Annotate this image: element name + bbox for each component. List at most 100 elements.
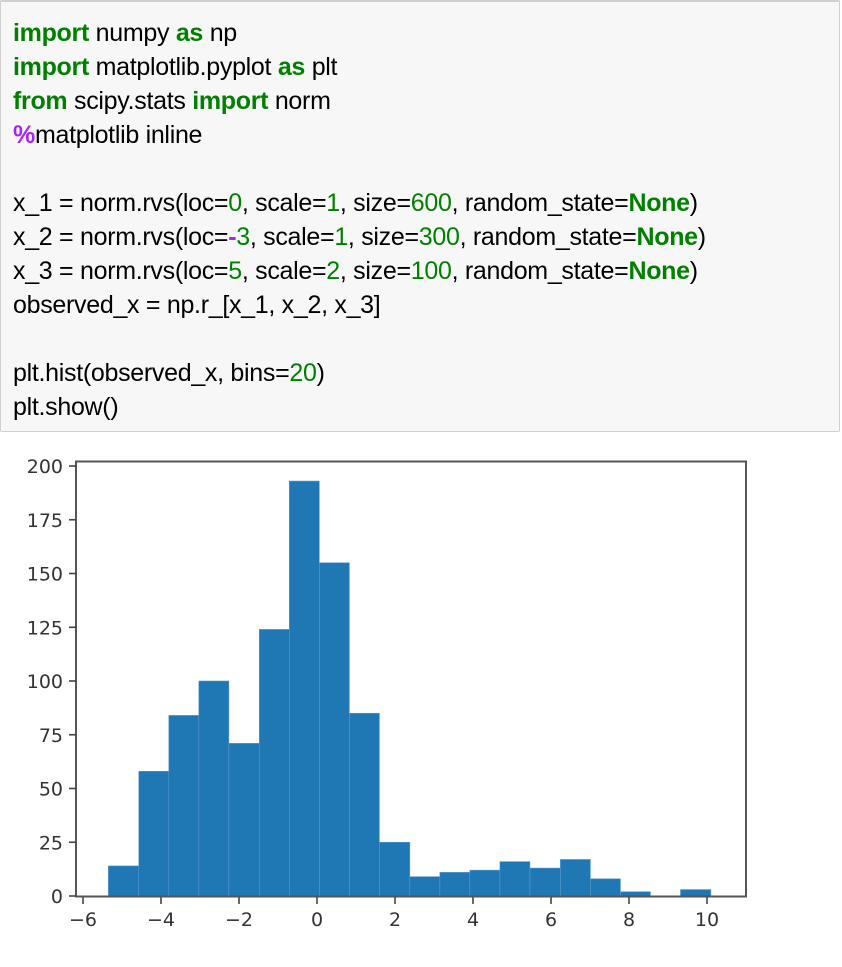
y-tick-label: 100 <box>27 671 63 693</box>
code-token: plt.hist(observed_x, bins= <box>13 359 290 387</box>
code-token: ) <box>316 359 325 387</box>
code-token: , random_state= <box>459 223 637 251</box>
histogram-bar <box>258 629 290 897</box>
code-token: plt.show() <box>13 393 119 421</box>
histogram-bar <box>228 743 260 897</box>
code-token-kw: None <box>628 189 690 217</box>
code-token: , size= <box>339 189 411 217</box>
code-token: ) <box>697 223 706 251</box>
x-tick-label: −6 <box>69 909 97 931</box>
x-tick-label: 8 <box>623 909 635 931</box>
code-cell-input[interactable]: import numpy as np import matplotlib.pypl… <box>0 0 840 432</box>
histogram-bar <box>469 869 501 897</box>
histogram-bar <box>620 891 651 897</box>
histogram-bar <box>198 680 230 897</box>
code-token: , size= <box>347 223 419 251</box>
code-token: x_1 = norm.rvs(loc= <box>13 189 229 217</box>
y-tick-label: 75 <box>39 725 63 747</box>
code-line <box>13 322 706 356</box>
code-line: x_3 = norm.rvs(loc=5, scale=2, size=100,… <box>13 254 706 288</box>
y-tick-label: 200 <box>27 456 63 478</box>
y-tick-label: 150 <box>27 564 63 586</box>
code-token-op-purple: - <box>228 223 237 251</box>
x-tick-label: 10 <box>695 909 719 931</box>
code-token-num: 1 <box>334 223 348 251</box>
y-tick-label: 175 <box>27 510 63 532</box>
code-token: ) <box>689 257 698 285</box>
histogram-bars <box>108 480 712 897</box>
histogram-bar <box>560 859 591 897</box>
y-tick-label: 25 <box>39 832 63 854</box>
histogram-bar <box>409 876 441 897</box>
code-token: , scale= <box>249 223 335 251</box>
code-token: plt <box>305 53 338 81</box>
code-token: ) <box>689 189 698 217</box>
code-token-kw: import <box>13 53 89 81</box>
y-axis-ticks: 0 25 50 75 100 125 150 175 200 <box>27 456 76 908</box>
code-token: numpy <box>88 19 176 47</box>
code-token-mag: % <box>13 121 35 149</box>
code-token: matplotlib inline <box>34 121 203 149</box>
code-token: norm <box>268 87 331 115</box>
code-token: , size= <box>339 257 411 285</box>
x-tick-label: 4 <box>467 909 479 931</box>
axes-frame <box>75 460 747 898</box>
code-token-kw: as <box>175 19 204 47</box>
histogram-bar <box>349 712 380 897</box>
code-editor[interactable]: import numpy as np import matplotlib.pypl… <box>13 16 706 424</box>
code-line: from scipy.stats import norm <box>13 84 706 118</box>
code-token-kw: import <box>13 19 89 47</box>
code-token-num: 1 <box>326 189 340 217</box>
code-line: observed_x = np.r_[x_1, x_2, x_3] <box>13 288 706 322</box>
code-token-kw: as <box>277 53 306 81</box>
code-token: , random_state= <box>451 189 629 217</box>
code-token: x_3 = norm.rvs(loc= <box>13 257 229 285</box>
code-line: %matplotlib inline <box>13 118 706 152</box>
code-line: x_1 = norm.rvs(loc=0, scale=1, size=600,… <box>13 186 706 220</box>
histogram-bar <box>319 562 350 897</box>
histogram-bar <box>379 841 411 897</box>
x-tick-label: 0 <box>311 909 323 931</box>
code-token-kw: None <box>636 223 698 251</box>
histogram-bar <box>680 889 712 897</box>
histogram-bar <box>138 770 170 897</box>
code-line: import numpy as np <box>13 16 706 50</box>
code-token: , scale= <box>241 257 327 285</box>
code-line: plt.show() <box>13 390 706 424</box>
code-token: scipy.stats <box>67 87 193 115</box>
histogram-bar <box>289 480 320 897</box>
code-token-num: 5 <box>228 257 242 285</box>
code-token: x_2 = norm.rvs(loc= <box>13 223 229 251</box>
x-tick-label: −2 <box>225 909 253 931</box>
code-token-num: 0 <box>228 189 242 217</box>
code-token-kw: None <box>628 257 690 285</box>
code-token-num: 300 <box>418 223 460 251</box>
histogram-bar <box>590 878 621 897</box>
histogram-bar <box>529 867 561 897</box>
code-token-kw: import <box>192 87 269 115</box>
x-tick-label: 6 <box>545 909 557 931</box>
code-line: x_2 = norm.rvs(loc=-3, scale=1, size=300… <box>13 220 706 254</box>
code-token-num: 100 <box>410 257 452 285</box>
code-line <box>13 152 706 186</box>
x-tick-label: 2 <box>389 909 401 931</box>
code-token-num: 20 <box>289 359 317 387</box>
code-line: import matplotlib.pyplot as plt <box>13 50 706 84</box>
y-tick-label: 50 <box>39 779 63 801</box>
histogram-bar <box>499 861 531 897</box>
y-tick-label: 125 <box>27 617 63 639</box>
cell-output: 0 25 50 75 100 125 150 175 200 −6 −4 −2 0 2 4 6 8 10 <box>0 440 842 962</box>
histogram-bar <box>108 865 140 897</box>
code-token: , scale= <box>241 189 327 217</box>
code-token-num: 600 <box>410 189 452 217</box>
code-token-num: 3 <box>236 223 250 251</box>
histogram-bar <box>439 872 471 897</box>
code-token: np <box>203 19 238 47</box>
code-token-kw: from <box>13 87 68 115</box>
histogram-chart: 0 25 50 75 100 125 150 175 200 −6 −4 −2 0 2 4 6 8 10 <box>27 456 747 931</box>
x-tick-label: −4 <box>147 909 175 931</box>
code-token-num: 2 <box>326 257 340 285</box>
code-line: plt.hist(observed_x, bins=20) <box>13 356 706 390</box>
histogram-bar <box>168 715 200 897</box>
y-tick-label: 0 <box>51 886 63 908</box>
